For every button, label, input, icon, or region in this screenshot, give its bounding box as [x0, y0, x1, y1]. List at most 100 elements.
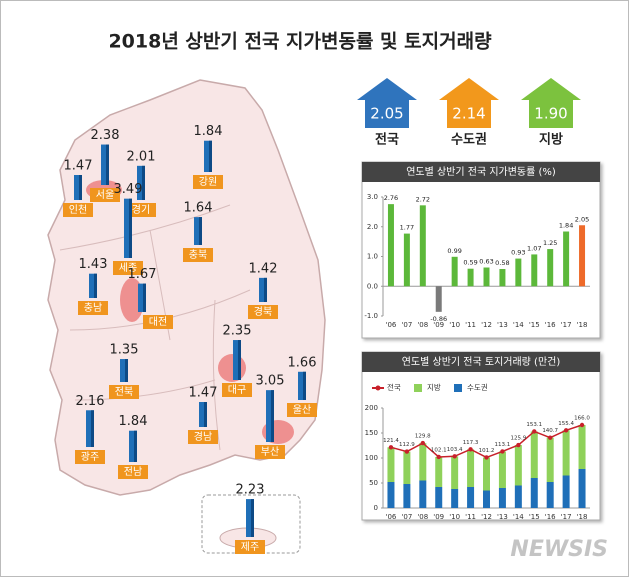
line-point — [547, 435, 553, 440]
region-label-box — [193, 175, 223, 189]
bar-segment — [578, 469, 586, 508]
y-tick-label: -1.0 — [364, 312, 378, 320]
region-bar — [101, 144, 109, 185]
bar-segment — [546, 482, 554, 508]
line-point — [420, 440, 426, 446]
region-label: 경기 — [132, 203, 150, 216]
panel-header — [362, 352, 600, 372]
bar-segment — [562, 430, 570, 476]
region-bar — [204, 140, 212, 172]
bar-segment — [435, 456, 443, 487]
line-point — [452, 454, 457, 459]
region-value: 1.84 — [194, 124, 223, 139]
bar-shade — [303, 371, 306, 400]
bar — [531, 254, 538, 287]
region-bar — [266, 390, 274, 442]
bar-segment — [483, 490, 490, 508]
value-label: 1.84 — [559, 222, 573, 230]
bar — [467, 268, 474, 287]
bar-shade — [134, 430, 137, 462]
bar — [563, 231, 570, 287]
region-bar — [259, 277, 267, 302]
bar — [387, 204, 394, 287]
y-tick-label: 200 — [365, 404, 378, 412]
bar-shade — [106, 144, 109, 185]
bar-shade — [94, 273, 97, 298]
line-point — [484, 455, 489, 460]
region-label: 전북 — [115, 386, 133, 398]
value-label: 2.72 — [416, 195, 430, 203]
region-label-box — [183, 248, 213, 262]
value-label: 1.07 — [527, 244, 541, 252]
x-tick-label: '15 — [529, 321, 540, 329]
bar-segment — [451, 489, 459, 508]
region-value: 1.47 — [189, 386, 218, 401]
value-label: 1.77 — [400, 224, 414, 232]
bar-segment — [530, 431, 538, 478]
region-bar — [74, 175, 82, 200]
x-tick-label: '15 — [529, 513, 540, 521]
y-tick-label: 1.0 — [367, 253, 378, 261]
bar-segment — [483, 457, 490, 491]
x-tick-label: '10 — [449, 513, 460, 521]
line-point — [388, 445, 394, 450]
bar-shade — [143, 283, 146, 312]
region-value: 1.84 — [119, 414, 148, 429]
x-tick-label: '07 — [401, 513, 412, 521]
badge-label: 지방 — [539, 132, 563, 148]
region-label-box — [126, 203, 156, 217]
value-label: 2.76 — [384, 194, 398, 202]
region-value: 2.23 — [236, 483, 265, 498]
line-point — [532, 429, 537, 434]
region-bar — [194, 217, 202, 245]
bar — [451, 256, 458, 287]
watermark: NEWSIS — [510, 537, 608, 562]
region-label-box — [255, 445, 285, 459]
bar-segment — [514, 445, 522, 486]
bar-segment — [498, 488, 506, 508]
region-label: 부산 — [261, 446, 279, 458]
region-label: 대구 — [228, 384, 246, 396]
region-bar — [233, 340, 241, 380]
value-label: 153.1 — [526, 422, 542, 428]
bar-shade — [204, 402, 207, 427]
region-label-box — [63, 203, 93, 217]
value-label: 102.1 — [431, 447, 447, 453]
line-point — [563, 428, 569, 433]
x-tick-label: '13 — [497, 513, 508, 521]
x-tick-label: '18 — [577, 321, 588, 329]
x-tick-label: '17 — [561, 513, 572, 521]
x-tick-label: '18 — [577, 513, 588, 521]
x-tick-label: '07 — [401, 321, 412, 329]
value-label: 0.59 — [463, 259, 477, 267]
region-value: 1.47 — [64, 159, 93, 174]
region-label-box — [109, 385, 139, 399]
region-label: 대전 — [149, 316, 167, 328]
bar-shade — [125, 359, 128, 382]
region-bar — [246, 499, 254, 537]
region-label: 경남 — [194, 430, 212, 443]
bar-shade — [91, 410, 94, 447]
bar-shade — [79, 175, 82, 200]
bar-segment — [498, 451, 506, 488]
value-label: 103.4 — [447, 447, 463, 453]
bar-segment — [387, 482, 395, 508]
x-tick-label: '16 — [545, 321, 556, 329]
region-bar — [89, 273, 97, 298]
y-tick-label: 0.0 — [367, 282, 378, 290]
badge-value: 1.90 — [534, 105, 567, 123]
bar-segment — [562, 475, 570, 508]
x-tick-label: '08 — [417, 513, 428, 521]
value-label: 0.58 — [495, 259, 509, 267]
region-label-box — [235, 540, 265, 554]
value-label: 0.93 — [511, 249, 525, 257]
region-bar — [86, 410, 94, 447]
bar-shade — [142, 165, 145, 200]
legend-swatch — [414, 384, 422, 392]
region-label-box — [287, 403, 317, 417]
region-value: 2.35 — [223, 324, 252, 339]
bar-segment — [578, 425, 586, 469]
chart-title: 연도별 상반기 전국 지가변동률 (%) — [406, 166, 556, 178]
x-tick-label: '06 — [386, 513, 397, 521]
region-label: 전남 — [124, 466, 142, 478]
